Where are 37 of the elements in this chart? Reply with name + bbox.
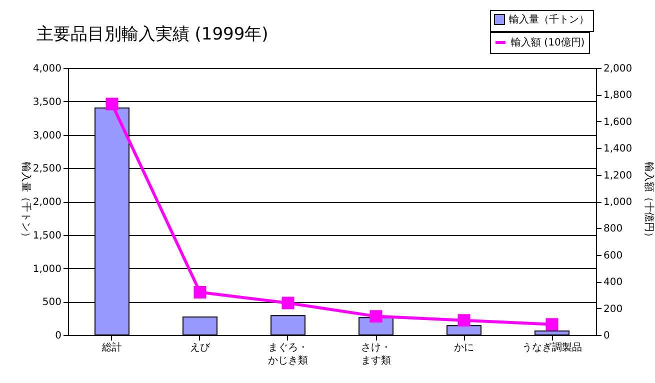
point	[370, 310, 382, 323]
y2-tick-label: 200	[604, 304, 623, 315]
chart-title: 主要品目別輸入実績 (1999年)	[36, 24, 268, 44]
y-tick-label: 1,500	[32, 230, 62, 242]
point	[194, 286, 206, 299]
y2-tick-label: 2,000	[604, 64, 632, 74]
y-tick-label: 2,500	[32, 164, 62, 175]
y2-tick-label: 400	[604, 277, 623, 288]
y2-tick-label: 600	[604, 250, 623, 262]
y-tick-label: 3,500	[32, 96, 62, 108]
point	[282, 296, 294, 310]
y2-tick-label: 1,600	[604, 116, 632, 128]
x-tick-label: さけ・ます類	[361, 342, 391, 366]
x-tick-label: かに	[454, 342, 474, 354]
y2-tick-label: 1,000	[604, 197, 632, 208]
y-tick-label: 4,000	[32, 64, 62, 74]
x-tick-label: 総計	[101, 342, 122, 354]
y-tick-label: 500	[42, 297, 62, 308]
y2-tick-label: 1,400	[604, 144, 632, 155]
y2-tick-label: 800	[604, 224, 623, 235]
y2-tick-label: 1,200	[604, 170, 632, 182]
point	[458, 314, 470, 327]
x-tick-label: うなぎ調製品	[522, 342, 582, 354]
point	[546, 318, 558, 331]
y2-axis-title: 輸入額（十億円）	[643, 162, 655, 242]
x-tick-label: えび	[190, 342, 211, 354]
legend-label: 輸入額 (10億円)	[511, 36, 585, 48]
y-tick-label: 3,000	[32, 130, 62, 142]
legend-label: 輸入量（千トン）	[509, 14, 589, 26]
x-tick-label: まぐろ・かじき類	[268, 342, 308, 366]
y-axis-title: 輸入量（千トン）	[20, 162, 32, 242]
point	[106, 98, 118, 110]
y-tick-label: 0	[55, 330, 62, 342]
y2-tick-label: 1,800	[604, 90, 632, 102]
y2-tick-label: 0	[604, 330, 610, 342]
y-tick-label: 2,000	[32, 197, 62, 208]
y-tick-label: 1,000	[32, 264, 62, 275]
